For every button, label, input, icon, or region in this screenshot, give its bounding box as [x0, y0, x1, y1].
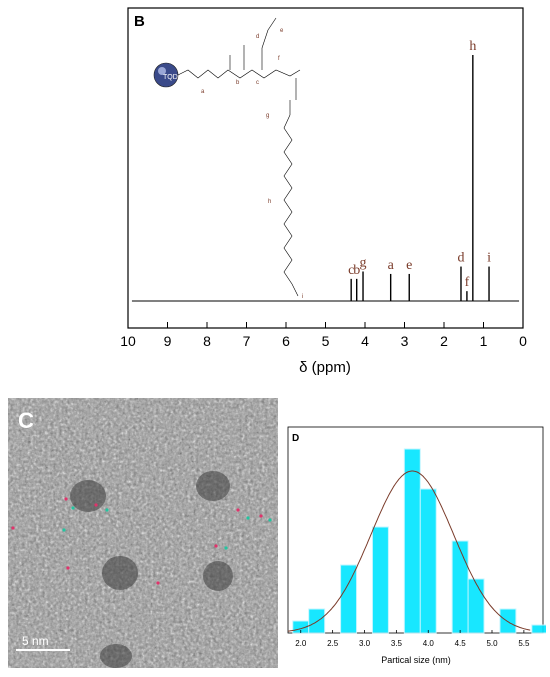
nmr-peak-label: a — [388, 258, 395, 273]
histogram-x-tick-label: 2.5 — [327, 639, 339, 648]
nmr-peak-label: f — [465, 275, 470, 290]
histogram-bar — [451, 540, 469, 634]
nanoparticle — [102, 556, 138, 590]
structure-letter-labels: a b c d e f g h i — [201, 28, 303, 300]
structure-letter-d: d — [256, 34, 259, 40]
nmr-x-axis: 10 9 8 7 6 5 4 3 2 1 0 — [120, 322, 527, 349]
histogram-x-tick-label: 3.5 — [391, 639, 403, 648]
histogram-x-axis: 2.0 2.5 3.0 3.5 4.0 4.5 5.0 5.5 — [295, 630, 530, 648]
lattice-markers — [11, 497, 272, 585]
nmr-x-tick-label: 6 — [282, 333, 290, 349]
histogram-bar — [531, 624, 546, 634]
gaussian-fit-curve — [287, 470, 531, 632]
structure-letter-i: i — [302, 294, 303, 300]
nmr-x-tick-label: 1 — [480, 333, 488, 349]
nmr-x-tick-label: 7 — [243, 333, 251, 349]
nanoparticle — [196, 471, 230, 501]
histogram-bar — [308, 608, 326, 634]
histogram-x-tick-label: 5.5 — [518, 639, 530, 648]
nmr-peak-label: e — [406, 258, 412, 273]
nanoparticle — [203, 561, 233, 591]
nmr-x-tick-label: 10 — [120, 333, 136, 349]
nmr-x-tick-label: 2 — [440, 333, 448, 349]
nmr-x-tick-label: 5 — [322, 333, 330, 349]
nmr-peak-label: g — [360, 255, 367, 270]
nmr-peak-label: d — [457, 251, 464, 266]
panel-d-label: D — [292, 433, 299, 444]
nmr-x-tick-label: 3 — [401, 333, 409, 349]
tem-image-panel: C 5 nm — [8, 398, 278, 668]
polymer-structure — [153, 17, 301, 297]
scale-bar-label: 5 nm — [22, 634, 49, 648]
histogram-x-tick-label: 4.5 — [455, 639, 467, 648]
histogram-bar — [467, 578, 485, 634]
nanoparticles — [70, 471, 233, 668]
nmr-x-axis-label: δ (ppm) — [299, 359, 351, 376]
histogram-x-axis-label: Partical size (nm) — [381, 655, 451, 665]
histogram-bars — [292, 448, 546, 634]
structure-letter-a: a — [201, 89, 205, 95]
structure-letter-h: h — [268, 199, 271, 205]
nmr-peak-label: h — [469, 39, 476, 54]
structure-letter-f: f — [278, 56, 280, 62]
histogram-bar — [419, 488, 437, 634]
size-distribution-panel: D 2.0 2.5 3.0 3.5 4.0 4.5 5.0 5.5 Partical size… — [286, 425, 546, 675]
structure-letter-c: c — [256, 80, 259, 86]
tem-micrograph: C 5 nm — [8, 398, 278, 668]
panel-b-label: B — [134, 13, 145, 30]
nanoparticle — [70, 480, 106, 512]
nmr-peak-label: c — [348, 263, 354, 278]
histogram-x-tick-label: 5.0 — [486, 639, 498, 648]
structure-letter-g: g — [266, 113, 269, 119]
nmr-x-tick-label: 4 — [361, 333, 369, 349]
histogram-x-tick-label: 2.0 — [295, 639, 307, 648]
panel-c-label: C — [18, 408, 34, 433]
nmr-peak-label: i — [487, 251, 491, 266]
tqd-core-label: TQD — [163, 74, 178, 81]
histogram-bar — [371, 526, 389, 634]
nmr-x-tick-label: 8 — [203, 333, 211, 349]
histogram-x-tick-label: 4.0 — [423, 639, 435, 648]
histogram-bar — [499, 608, 517, 634]
structure-letter-e: e — [280, 28, 284, 34]
nanoparticle — [100, 644, 132, 668]
histogram-bar — [403, 448, 421, 634]
tem-texture — [8, 398, 278, 668]
nmr-x-tick-label: 0 — [519, 333, 527, 349]
size-histogram: D 2.0 2.5 3.0 3.5 4.0 4.5 5.0 5.5 Partical size… — [287, 426, 546, 665]
structure-letter-b: b — [236, 80, 240, 86]
nmr-peak-label: b — [353, 263, 360, 278]
histogram-bar — [340, 564, 358, 634]
nmr-x-tick-label: 9 — [164, 333, 172, 349]
histogram-x-tick-label: 3.0 — [359, 639, 371, 648]
